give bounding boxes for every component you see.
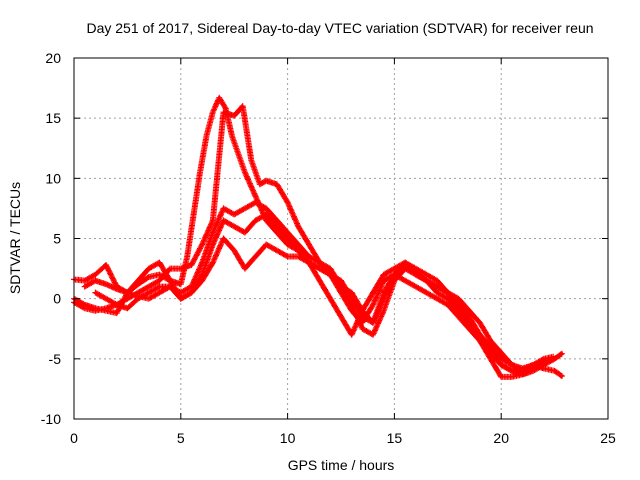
y-tick-label: 10 (45, 170, 61, 186)
y-tick-label: 15 (45, 110, 61, 126)
y-tick-label: -10 (41, 411, 61, 427)
series-track-1 (71, 94, 565, 378)
x-tick-label: 5 (177, 430, 185, 446)
x-tick-label: 25 (600, 430, 616, 446)
data-point-markers (81, 199, 557, 374)
x-tick-label: 0 (70, 430, 78, 446)
x-tick-label: 20 (493, 430, 509, 446)
x-axis-label: GPS time / hours (288, 457, 395, 473)
grid (74, 58, 608, 419)
axis-ticks: 0 5 10 15 20 25 -10 -5 0 5 10 15 20 (41, 50, 616, 446)
data-point-markers (71, 94, 565, 378)
x-tick-label: 15 (387, 430, 403, 446)
series-track-5 (92, 211, 546, 377)
series-line (73, 105, 564, 378)
series-track-4 (81, 199, 557, 374)
data-point-markers (92, 211, 546, 377)
data-series (71, 94, 565, 380)
series-line (73, 96, 564, 376)
y-tick-label: 0 (53, 291, 61, 307)
chart-title: Day 251 of 2017, Sidereal Day-to-day VTE… (86, 20, 593, 36)
y-axis-label: SDTVAR / TECUs (7, 182, 23, 294)
y-tick-label: 5 (53, 231, 61, 247)
y-tick-label: 20 (45, 50, 61, 66)
y-tick-label: -5 (49, 351, 62, 367)
x-tick-label: 10 (280, 430, 296, 446)
